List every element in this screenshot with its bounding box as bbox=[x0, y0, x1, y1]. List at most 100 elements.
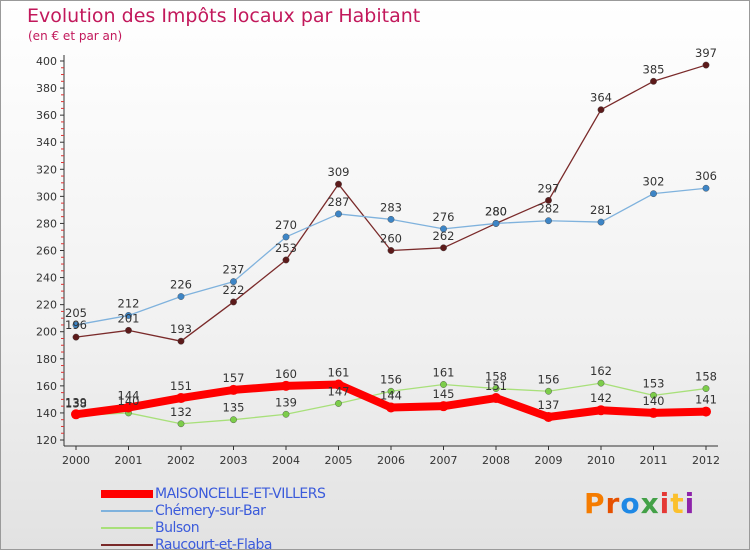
data-point-maisoncelle-et-villers bbox=[543, 411, 554, 422]
data-label-raucourt-et-flaba: 297 bbox=[538, 181, 560, 195]
data-label-bulson: 153 bbox=[643, 376, 665, 390]
data-label-bulson: 162 bbox=[590, 364, 612, 378]
data-point-ch-mery-sur-bar bbox=[177, 293, 185, 300]
data-label-raucourt-et-flaba: 193 bbox=[170, 322, 192, 336]
legend-item-raucourt: Raucourt-et-Flaba bbox=[101, 536, 325, 549]
legend-item-bulson: Bulson bbox=[101, 519, 325, 536]
y-tick-label: 240 bbox=[36, 272, 57, 285]
y-tick-label: 220 bbox=[36, 299, 57, 312]
data-label-ch-mery-sur-bar: 270 bbox=[275, 218, 297, 232]
data-label-bulson: 158 bbox=[485, 370, 507, 384]
data-point-raucourt-et-flaba bbox=[230, 298, 237, 306]
data-label-bulson: 147 bbox=[328, 384, 350, 398]
data-point-bulson bbox=[492, 385, 500, 392]
data-label-raucourt-et-flaba: 280 bbox=[485, 204, 507, 218]
data-label-bulson: 158 bbox=[695, 370, 717, 384]
data-point-bulson bbox=[702, 385, 710, 392]
legend-label-chemery: Chémery-sur-Bar bbox=[155, 502, 266, 519]
data-point-bulson bbox=[177, 420, 185, 428]
data-point-maisoncelle-et-villers bbox=[596, 405, 606, 416]
data-point-bulson bbox=[387, 387, 395, 395]
data-point-ch-mery-sur-bar bbox=[440, 225, 447, 233]
logo-letter: i bbox=[684, 487, 696, 520]
data-point-maisoncelle-et-villers bbox=[701, 406, 711, 417]
logo-letter: x bbox=[640, 487, 660, 520]
data-point-ch-mery-sur-bar bbox=[650, 190, 657, 198]
y-tick-label: 180 bbox=[36, 353, 57, 366]
data-label-maisoncelle-et-villers: 141 bbox=[695, 393, 717, 407]
data-point-maisoncelle-et-villers bbox=[228, 384, 239, 395]
data-point-ch-mery-sur-bar bbox=[282, 233, 290, 241]
data-label-maisoncelle-et-villers: 145 bbox=[433, 387, 455, 401]
data-point-maisoncelle-et-villers bbox=[71, 409, 81, 420]
data-point-bulson bbox=[282, 410, 290, 418]
data-label-maisoncelle-et-villers: 140 bbox=[643, 394, 665, 408]
data-label-ch-mery-sur-bar: 283 bbox=[380, 200, 402, 214]
data-point-ch-mery-sur-bar bbox=[702, 184, 710, 192]
logo-letter: r bbox=[605, 487, 621, 520]
y-tick-label: 300 bbox=[36, 190, 57, 203]
data-label-raucourt-et-flaba: 385 bbox=[643, 62, 665, 76]
x-tick-label: 2012 bbox=[692, 454, 720, 467]
data-point-maisoncelle-et-villers bbox=[281, 380, 291, 391]
data-label-ch-mery-sur-bar: 205 bbox=[65, 306, 87, 320]
data-point-ch-mery-sur-bar bbox=[230, 278, 237, 286]
chart-legend: MAISONCELLE-ET-VILLERS Chémery-sur-Bar B… bbox=[101, 485, 326, 549]
data-label-bulson: 156 bbox=[538, 372, 560, 386]
data-label-ch-mery-sur-bar: 276 bbox=[433, 210, 455, 224]
data-label-raucourt-et-flaba: 309 bbox=[328, 165, 350, 179]
data-label-raucourt-et-flaba: 201 bbox=[118, 311, 140, 325]
legend-item-maisoncelle: MAISONCELLE-ET-VILLERS bbox=[101, 485, 326, 502]
data-point-raucourt-et-flaba bbox=[597, 106, 605, 114]
legend-item-chemery: Chémery-sur-Bar bbox=[101, 502, 325, 519]
x-tick-label: 2008 bbox=[482, 454, 510, 467]
data-point-maisoncelle-et-villers bbox=[386, 402, 396, 413]
y-tick-label: 360 bbox=[36, 109, 57, 122]
data-label-maisoncelle-et-villers: 151 bbox=[485, 379, 507, 393]
data-label-ch-mery-sur-bar: 281 bbox=[590, 203, 612, 217]
y-tick-label: 160 bbox=[36, 380, 57, 393]
data-point-ch-mery-sur-bar bbox=[335, 210, 342, 218]
chart-subtitle: (en € et par an) bbox=[28, 29, 123, 43]
data-label-bulson: 161 bbox=[433, 366, 455, 380]
x-tick-label: 2004 bbox=[272, 454, 300, 467]
data-point-raucourt-et-flaba bbox=[650, 77, 657, 85]
x-tick-label: 2011 bbox=[640, 454, 668, 467]
data-point-bulson bbox=[650, 391, 657, 399]
data-point-raucourt-et-flaba bbox=[335, 180, 342, 188]
data-label-ch-mery-sur-bar: 287 bbox=[328, 195, 350, 209]
data-point-maisoncelle-et-villers bbox=[491, 393, 501, 404]
data-point-raucourt-et-flaba bbox=[702, 61, 710, 69]
data-label-maisoncelle-et-villers: 137 bbox=[538, 398, 560, 412]
data-label-maisoncelle-et-villers: 161 bbox=[328, 366, 350, 380]
y-tick-label: 200 bbox=[36, 326, 57, 339]
y-tick-label: 400 bbox=[36, 55, 57, 68]
data-point-raucourt-et-flaba bbox=[177, 337, 185, 345]
data-label-ch-mery-sur-bar: 282 bbox=[538, 202, 560, 216]
data-point-ch-mery-sur-bar bbox=[387, 215, 395, 223]
proxiti-logo: Proxiti bbox=[584, 487, 695, 520]
data-label-ch-mery-sur-bar: 306 bbox=[695, 169, 717, 183]
x-tick-label: 2007 bbox=[430, 454, 458, 467]
data-label-bulson: 135 bbox=[223, 401, 245, 415]
legend-swatch-raucourt bbox=[101, 543, 153, 546]
data-label-bulson: 139 bbox=[275, 395, 297, 409]
data-point-bulson bbox=[597, 379, 605, 387]
x-tick-label: 2002 bbox=[167, 454, 195, 467]
data-point-maisoncelle-et-villers bbox=[438, 401, 449, 412]
data-label-ch-mery-sur-bar: 226 bbox=[170, 278, 192, 292]
data-point-raucourt-et-flaba bbox=[545, 197, 552, 204]
data-label-bulson: 140 bbox=[118, 394, 140, 408]
data-label-raucourt-et-flaba: 364 bbox=[590, 91, 612, 105]
data-point-maisoncelle-et-villers bbox=[648, 407, 659, 418]
y-tick-label: 280 bbox=[36, 217, 57, 230]
logo-letter: o bbox=[620, 487, 641, 520]
x-tick-label: 2006 bbox=[377, 454, 405, 467]
data-point-maisoncelle-et-villers bbox=[176, 393, 186, 404]
data-point-bulson bbox=[545, 387, 552, 395]
data-label-ch-mery-sur-bar: 280 bbox=[485, 204, 507, 218]
data-label-maisoncelle-et-villers: 142 bbox=[590, 391, 612, 405]
data-point-raucourt-et-flaba bbox=[72, 333, 80, 341]
data-label-ch-mery-sur-bar: 302 bbox=[643, 175, 665, 189]
